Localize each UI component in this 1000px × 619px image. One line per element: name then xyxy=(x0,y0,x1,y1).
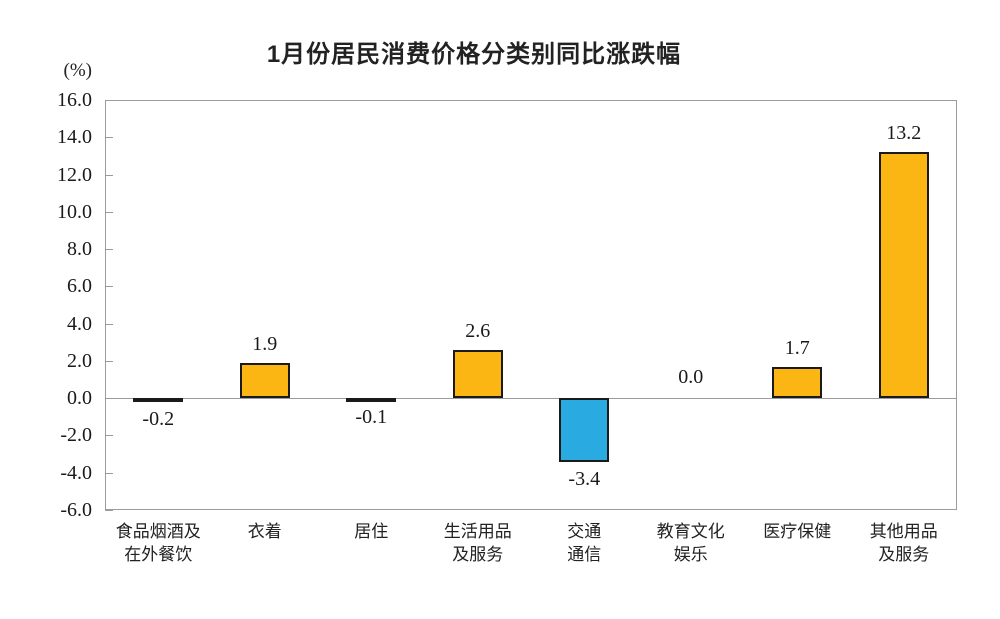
chart-title: 1月份居民消费价格分类别同比涨跌幅 xyxy=(266,41,682,68)
y-tick-label: 12.0 xyxy=(57,163,92,186)
bar-value-label: 2.6 xyxy=(465,319,491,342)
y-tick-mark xyxy=(105,435,113,437)
bar xyxy=(559,398,610,462)
bar xyxy=(133,398,184,403)
y-tick-mark xyxy=(105,510,113,511)
y-tick-mark xyxy=(105,137,113,139)
plot-area xyxy=(105,100,957,510)
y-tick-mark xyxy=(105,360,113,362)
y-tick-label: 0.0 xyxy=(67,387,92,410)
bar xyxy=(346,398,397,403)
y-tick-mark xyxy=(105,249,113,251)
y-tick-label: 14.0 xyxy=(57,126,92,149)
bar-value-label: 0.0 xyxy=(678,366,704,389)
y-tick-label: 16.0 xyxy=(57,89,92,111)
y-axis-unit-label: (%) xyxy=(63,60,92,81)
x-category-label: 医疗保健 xyxy=(763,522,832,541)
y-tick-label: 4.0 xyxy=(67,312,92,335)
bar-value-label: 1.7 xyxy=(784,336,810,359)
bar-value-label: 1.9 xyxy=(252,332,278,355)
x-category-label: 衣着 xyxy=(247,522,282,541)
bar xyxy=(452,349,503,399)
bar xyxy=(772,366,823,399)
bar xyxy=(878,152,929,399)
x-category-label: 交通 通信 xyxy=(567,522,602,564)
bar-value-label: -0.1 xyxy=(355,406,388,429)
y-tick-mark xyxy=(105,211,113,213)
y-tick-mark xyxy=(105,286,113,288)
bar xyxy=(239,362,290,399)
y-tick-label: -2.0 xyxy=(60,424,92,447)
x-category-label: 生活用品 及服务 xyxy=(443,522,512,564)
y-tick-label: -4.0 xyxy=(60,461,92,484)
bar-value-label: -3.4 xyxy=(568,467,601,490)
y-tick-mark xyxy=(105,472,113,474)
x-category-label: 居住 xyxy=(354,522,389,541)
y-tick-mark xyxy=(105,174,113,176)
y-tick-label: 6.0 xyxy=(67,275,92,298)
y-tick-label: 8.0 xyxy=(67,238,92,261)
y-tick-label: 10.0 xyxy=(57,200,92,223)
x-category-label: 其他用品 及服务 xyxy=(869,522,938,564)
y-tick-label: 2.0 xyxy=(67,349,92,372)
zero-baseline xyxy=(105,398,957,400)
y-tick-mark xyxy=(105,100,113,101)
y-tick-label: -6.0 xyxy=(60,499,92,521)
y-tick-mark xyxy=(105,323,113,325)
x-category-label: 食品烟酒及 在外餐饮 xyxy=(115,522,201,564)
x-category-label: 教育文化 娱乐 xyxy=(656,522,725,564)
bar-value-label: -0.2 xyxy=(142,407,175,430)
bar-value-label: 13.2 xyxy=(886,122,922,145)
